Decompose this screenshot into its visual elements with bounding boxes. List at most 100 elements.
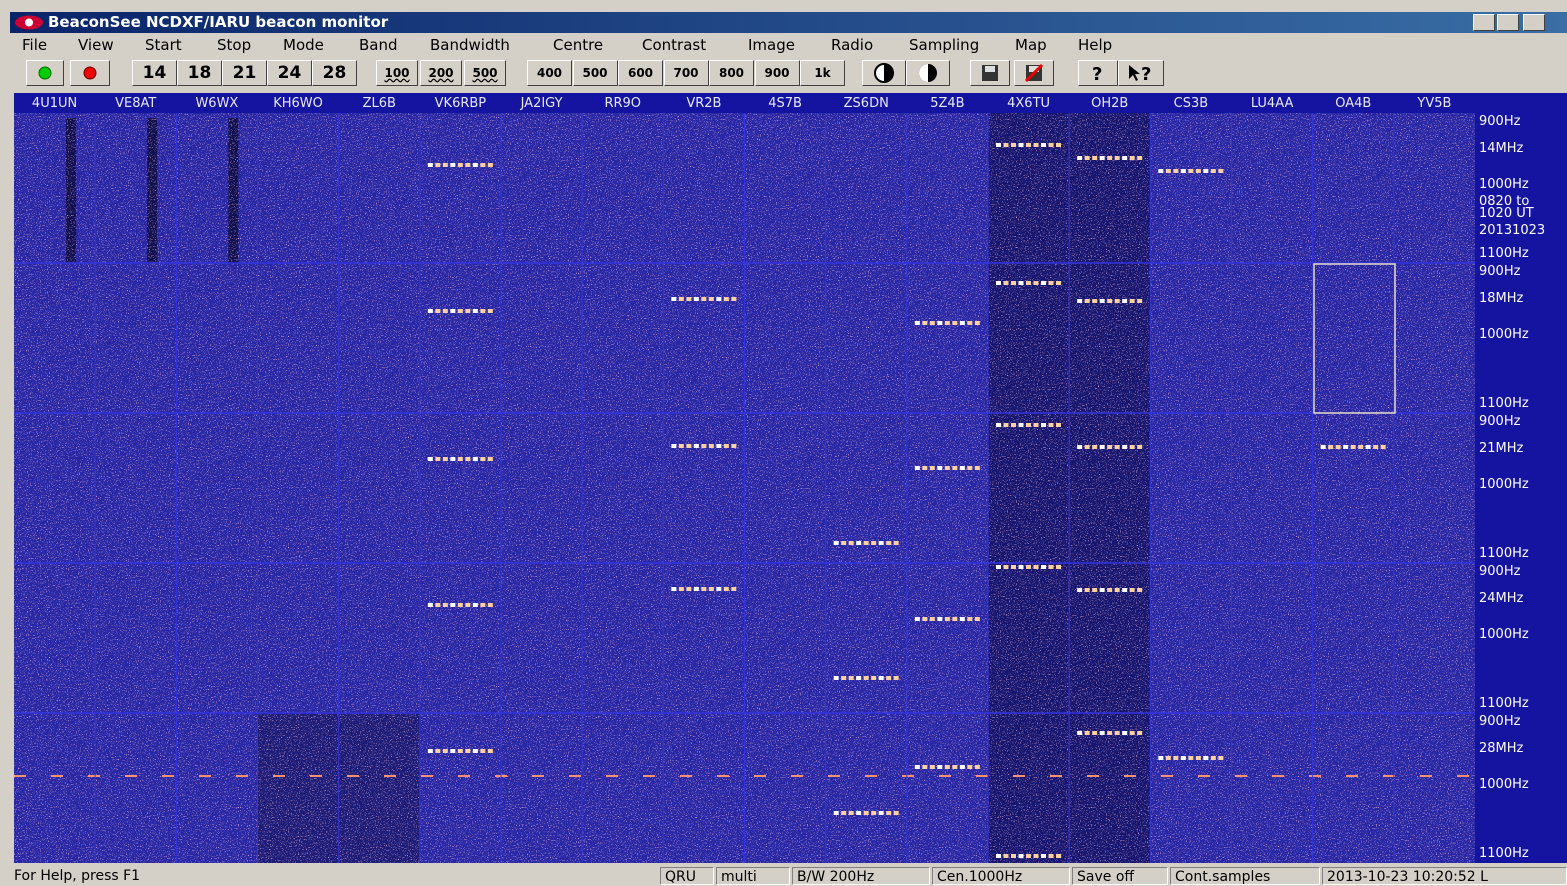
bandwidth-button[interactable]: 200 (420, 60, 462, 86)
band-label-label: 24MHz (1479, 591, 1523, 606)
centre-button[interactable]: 500 (573, 60, 618, 86)
band-bottom-label: 1100Hz (1479, 846, 1529, 861)
contrast-button[interactable] (906, 60, 950, 86)
signal-dash (1122, 445, 1127, 449)
beacon-name: ZL6B (339, 96, 420, 111)
signal-dash (1100, 588, 1105, 592)
signal-dash (1107, 299, 1112, 303)
waterfall (14, 113, 1567, 863)
band-button[interactable]: 21 (222, 60, 267, 86)
band-button[interactable]: 18 (177, 60, 222, 86)
centre-button[interactable]: 800 (709, 60, 754, 86)
close-button[interactable] (1523, 14, 1545, 31)
menu-item[interactable]: Centre (553, 36, 603, 54)
signal-dash (1181, 756, 1186, 760)
signal-dash (1092, 299, 1097, 303)
signal-dash (1092, 731, 1097, 735)
signal-dash (709, 587, 714, 591)
signal-dash (458, 163, 463, 167)
menu-item[interactable]: Radio (831, 36, 873, 54)
menu-item[interactable]: Stop (217, 36, 251, 54)
signal-dash (864, 541, 869, 545)
signal-dash (1026, 565, 1031, 569)
signal-dash (1158, 756, 1163, 760)
signal-dash (1381, 445, 1386, 449)
maximize-button[interactable] (1497, 14, 1519, 31)
window-controls (1473, 14, 1563, 31)
signal-dot (1013, 775, 1025, 777)
title-bar: BeaconSee NCDXF/IARU beacon monitor (10, 12, 1567, 33)
help-button[interactable]: ? (1078, 60, 1118, 86)
signal-dash (1130, 156, 1135, 160)
centre-button[interactable]: 400 (527, 60, 572, 86)
signal-dot (199, 775, 211, 777)
menu-item[interactable]: Sampling (909, 36, 979, 54)
menu-item[interactable]: Help (1078, 36, 1112, 54)
centre-button[interactable]: 1k (800, 60, 845, 86)
signal-dot (310, 775, 322, 777)
signal-dash (879, 811, 884, 815)
beacon-name: W6WX (176, 96, 257, 111)
signal-dash (1004, 281, 1009, 285)
save-off-button[interactable] (1014, 60, 1054, 86)
stop-button[interactable] (70, 60, 110, 86)
menu-item[interactable]: Map (1015, 36, 1047, 54)
band-centre-label: 1000Hz (1479, 177, 1529, 192)
signal-dash (465, 163, 470, 167)
menu-item[interactable]: Start (145, 36, 182, 54)
signal-dash (724, 297, 729, 301)
start-button[interactable] (26, 60, 64, 86)
signal-dash (915, 321, 920, 325)
signal-dash (443, 457, 448, 461)
menu-item[interactable]: Mode (283, 36, 324, 54)
menu-item[interactable]: File (22, 36, 47, 54)
signal-dash (1158, 169, 1163, 173)
menu-item[interactable]: Image (748, 36, 795, 54)
signal-dash (886, 811, 891, 815)
app-window: BeaconSee NCDXF/IARU beacon monitor File… (0, 0, 1567, 886)
signal-dash (731, 444, 736, 448)
signal-dash (1122, 299, 1127, 303)
signal-dash (1107, 731, 1112, 735)
beacon-name: ZS6DN (826, 96, 907, 111)
signal-dash (1056, 565, 1061, 569)
signal-dash (1100, 445, 1105, 449)
band-button[interactable]: 24 (267, 60, 312, 86)
signal-dot (1050, 775, 1062, 777)
signal-dash (1218, 169, 1223, 173)
bandwidth-button[interactable]: 500 (464, 60, 506, 86)
context-help-button[interactable]: ? (1118, 60, 1164, 86)
signal-dash (488, 603, 493, 607)
signal-dash (1130, 588, 1135, 592)
signal-dash (1173, 169, 1178, 173)
signal-dash (967, 617, 972, 621)
minimize-button[interactable] (1473, 14, 1495, 31)
signal-dash (856, 811, 861, 815)
signal-dash (1056, 854, 1061, 858)
band-centre-label: 1000Hz (1479, 777, 1529, 792)
signal-dash (1203, 756, 1208, 760)
band-button[interactable]: 14 (132, 60, 177, 86)
menu-item[interactable]: Bandwidth (430, 36, 510, 54)
centre-button[interactable]: 700 (664, 60, 709, 86)
signal-dash (937, 765, 942, 769)
signal-dash (1085, 588, 1090, 592)
signal-dash (1203, 169, 1208, 173)
centre-button[interactable]: 900 (755, 60, 800, 86)
status-field: Save off (1072, 867, 1168, 885)
signal-dash (1034, 143, 1039, 147)
signal-dash (428, 309, 433, 313)
centre-button[interactable]: 600 (618, 60, 663, 86)
bandwidth-button[interactable]: 100 (376, 60, 418, 86)
signal-dash (1041, 854, 1046, 858)
signal-dash (1115, 156, 1120, 160)
menu-item[interactable]: Contrast (642, 36, 706, 54)
signal-dot (162, 775, 174, 777)
signal-dash (834, 811, 839, 815)
menu-item[interactable]: Band (359, 36, 398, 54)
save-button[interactable] (970, 60, 1010, 86)
contrast-button[interactable] (862, 60, 906, 86)
band-button[interactable]: 28 (312, 60, 357, 86)
menu-item[interactable]: View (78, 36, 114, 54)
